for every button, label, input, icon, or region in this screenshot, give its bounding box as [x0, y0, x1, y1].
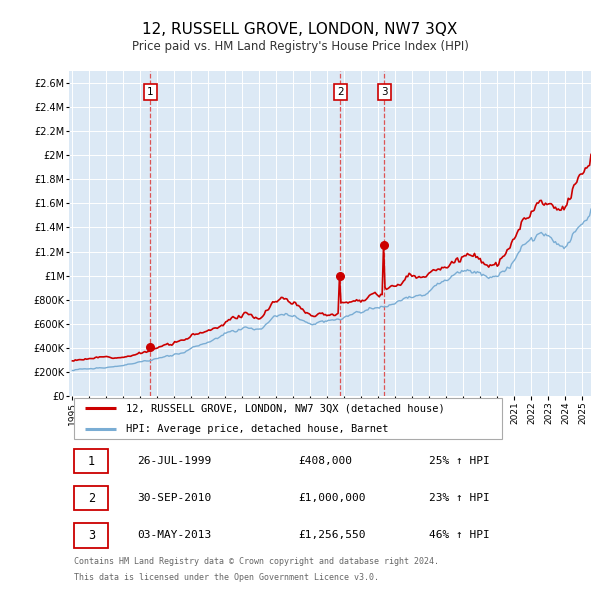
- Text: 23% ↑ HPI: 23% ↑ HPI: [429, 493, 490, 503]
- FancyBboxPatch shape: [74, 486, 108, 510]
- Text: 26-JUL-1999: 26-JUL-1999: [137, 456, 211, 466]
- Text: 1: 1: [88, 455, 95, 468]
- Text: 46% ↑ HPI: 46% ↑ HPI: [429, 530, 490, 540]
- FancyBboxPatch shape: [74, 449, 108, 473]
- Text: £1,256,550: £1,256,550: [299, 530, 366, 540]
- Text: 12, RUSSELL GROVE, LONDON, NW7 3QX (detached house): 12, RUSSELL GROVE, LONDON, NW7 3QX (deta…: [127, 403, 445, 413]
- Text: 3: 3: [88, 529, 95, 542]
- Text: Price paid vs. HM Land Registry's House Price Index (HPI): Price paid vs. HM Land Registry's House …: [131, 40, 469, 53]
- Text: 03-MAY-2013: 03-MAY-2013: [137, 530, 211, 540]
- Text: 1: 1: [147, 87, 154, 97]
- Text: 2: 2: [337, 87, 344, 97]
- Text: 12, RUSSELL GROVE, LONDON, NW7 3QX: 12, RUSSELL GROVE, LONDON, NW7 3QX: [142, 22, 458, 37]
- Text: 25% ↑ HPI: 25% ↑ HPI: [429, 456, 490, 466]
- Text: 2: 2: [88, 491, 95, 504]
- Text: This data is licensed under the Open Government Licence v3.0.: This data is licensed under the Open Gov…: [74, 573, 379, 582]
- Text: HPI: Average price, detached house, Barnet: HPI: Average price, detached house, Barn…: [127, 424, 389, 434]
- Text: 30-SEP-2010: 30-SEP-2010: [137, 493, 211, 503]
- Text: £408,000: £408,000: [299, 456, 353, 466]
- Text: Contains HM Land Registry data © Crown copyright and database right 2024.: Contains HM Land Registry data © Crown c…: [74, 558, 439, 566]
- FancyBboxPatch shape: [74, 523, 108, 548]
- Text: £1,000,000: £1,000,000: [299, 493, 366, 503]
- FancyBboxPatch shape: [74, 398, 502, 439]
- Text: 3: 3: [381, 87, 388, 97]
